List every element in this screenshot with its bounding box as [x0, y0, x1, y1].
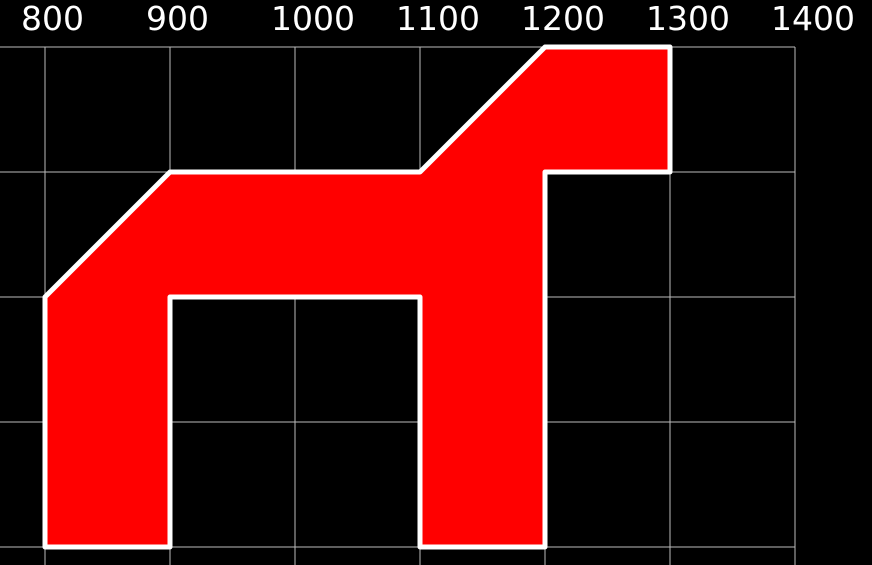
x-tick-label: 1300 [646, 0, 730, 38]
polygon [42, 44, 673, 550]
x-tick-label: 1200 [521, 0, 605, 38]
x-tick-label: 800 [21, 0, 84, 38]
x-tick-label: 900 [146, 0, 209, 38]
x-tick-label: 1000 [271, 0, 355, 38]
x-tick-label: 1100 [396, 0, 480, 38]
x-tick-label: 1400 [771, 0, 855, 38]
